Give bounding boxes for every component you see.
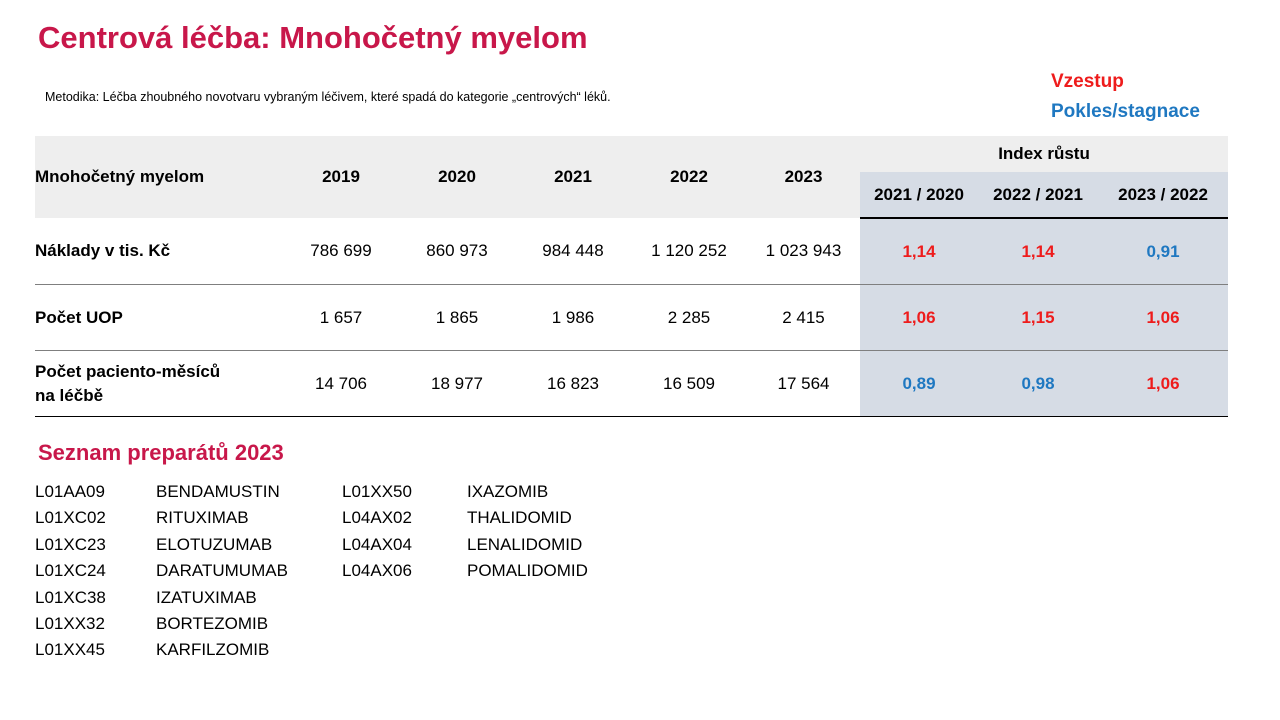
index-cell: 0,91	[1098, 218, 1229, 285]
value-cell: 18 977	[399, 350, 515, 417]
table-row: Počet UOP 1 657 1 865 1 986 2 285 2 415 1,06 1,…	[35, 284, 1229, 351]
year-header: 2019	[283, 136, 399, 218]
value-cell: 16 823	[515, 350, 631, 417]
value-cell: 984 448	[515, 218, 631, 285]
row-label: Náklady v tis. Kč	[35, 218, 283, 285]
title: Centrová léčba: Mnohočetný myelom	[38, 20, 588, 55]
index-cell: 1,14	[860, 218, 978, 285]
row-header: Mnohočetný myelom	[35, 136, 283, 218]
item-code: L01XC02	[35, 508, 106, 528]
methodology: Metodika: Léčba zhoubného novotvaru vybr…	[45, 90, 611, 104]
item-code: L04AX06	[342, 561, 412, 581]
item-name: KARFILZOMIB	[156, 640, 270, 660]
row-label: Počet UOP	[35, 284, 283, 351]
item-code: L01AA09	[35, 482, 105, 501]
value-cell: 1 657	[283, 284, 399, 351]
item-name: DARATUMUMAB	[156, 561, 288, 581]
index-cell: 1,15	[978, 284, 1098, 351]
item-name: IXAZOMIB	[467, 482, 549, 501]
index-header: 2023 / 2022	[1098, 172, 1229, 219]
value-cell: 2 285	[631, 284, 747, 351]
value-cell: 1 023 943	[747, 218, 860, 285]
item-code: L01XC23	[35, 534, 106, 554]
header-row: Mnohočetný myelom 2019 2020 2021 2022 2023 Ind…	[35, 136, 1229, 218]
value-cell: 1 120 252	[631, 218, 747, 285]
index-cell: 1,14	[978, 218, 1098, 285]
value-cell: 786 699	[283, 218, 399, 285]
item-name: BORTEZOMIB	[156, 614, 269, 633]
year-header: 2022	[631, 136, 747, 218]
header-row: 2021 / 2020 2022 / 2021 2023 / 2022	[35, 172, 1229, 219]
item-code: L01XX32	[35, 614, 105, 633]
list-title: Seznam preparátů 2023	[38, 440, 284, 465]
row-label: Počet paciento-měsíců na léčbě	[35, 350, 283, 417]
item-code: L01XX45	[35, 640, 105, 660]
item-code: L01XC38	[35, 587, 106, 607]
item-name: IZATUXIMAB	[156, 587, 257, 607]
table-row: Počet paciento-měsíců na léčbě 14 706 18 9…	[35, 350, 1229, 417]
index-cell: 0,98	[978, 350, 1098, 417]
year-header: 2023	[747, 136, 860, 218]
value-cell: 14 706	[283, 350, 399, 417]
index-header: 2021 / 2020	[860, 172, 978, 219]
year-header: 2020	[399, 136, 515, 218]
value-cell: 1 986	[515, 284, 631, 351]
item-code: L04AX02	[342, 508, 412, 528]
item-name: RITUXIMAB	[156, 508, 249, 528]
item-name: THALIDOMID	[467, 508, 572, 528]
index-cell: 1,06	[1098, 350, 1229, 417]
index-cell: 1,06	[1098, 284, 1229, 351]
value-cell: 17 564	[747, 350, 860, 417]
index-group-header: Index růstu	[860, 136, 1229, 172]
item-code: L01XX50	[342, 482, 412, 501]
table-body: Náklady v tis. Kč 786 699 860 973 984 448 1 …	[35, 218, 1229, 417]
item-code: L04AX04	[342, 534, 412, 554]
year-header: 2021	[515, 136, 631, 218]
item-name: POMALIDOMID	[467, 561, 588, 581]
value-cell: 1 865	[399, 284, 515, 351]
legend-entry: Pokles/stagnace	[1051, 101, 1200, 122]
table-row: Náklady v tis. Kč 786 699 860 973 984 448 1 …	[35, 218, 1229, 285]
legend-entry: Vzestup	[1051, 71, 1124, 92]
value-cell: 860 973	[399, 218, 515, 285]
item-code: L01XC24	[35, 561, 106, 581]
value-cell: 2 415	[747, 284, 860, 351]
index-cell: 0,89	[860, 350, 978, 417]
data-table: Mnohočetný myelom 2019 2020 2021 2022 2023 Ind…	[35, 136, 1229, 417]
item-name: ELOTUZUMAB	[156, 534, 273, 554]
item-name: LENALIDOMID	[467, 534, 583, 554]
table-head: Mnohočetný myelom 2019 2020 2021 2022 2023 Ind…	[35, 136, 1229, 219]
value-cell: 16 509	[631, 350, 747, 417]
item-name: BENDAMUSTIN	[156, 482, 280, 501]
index-cell: 1,06	[860, 284, 978, 351]
index-header: 2022 / 2021	[978, 172, 1098, 219]
